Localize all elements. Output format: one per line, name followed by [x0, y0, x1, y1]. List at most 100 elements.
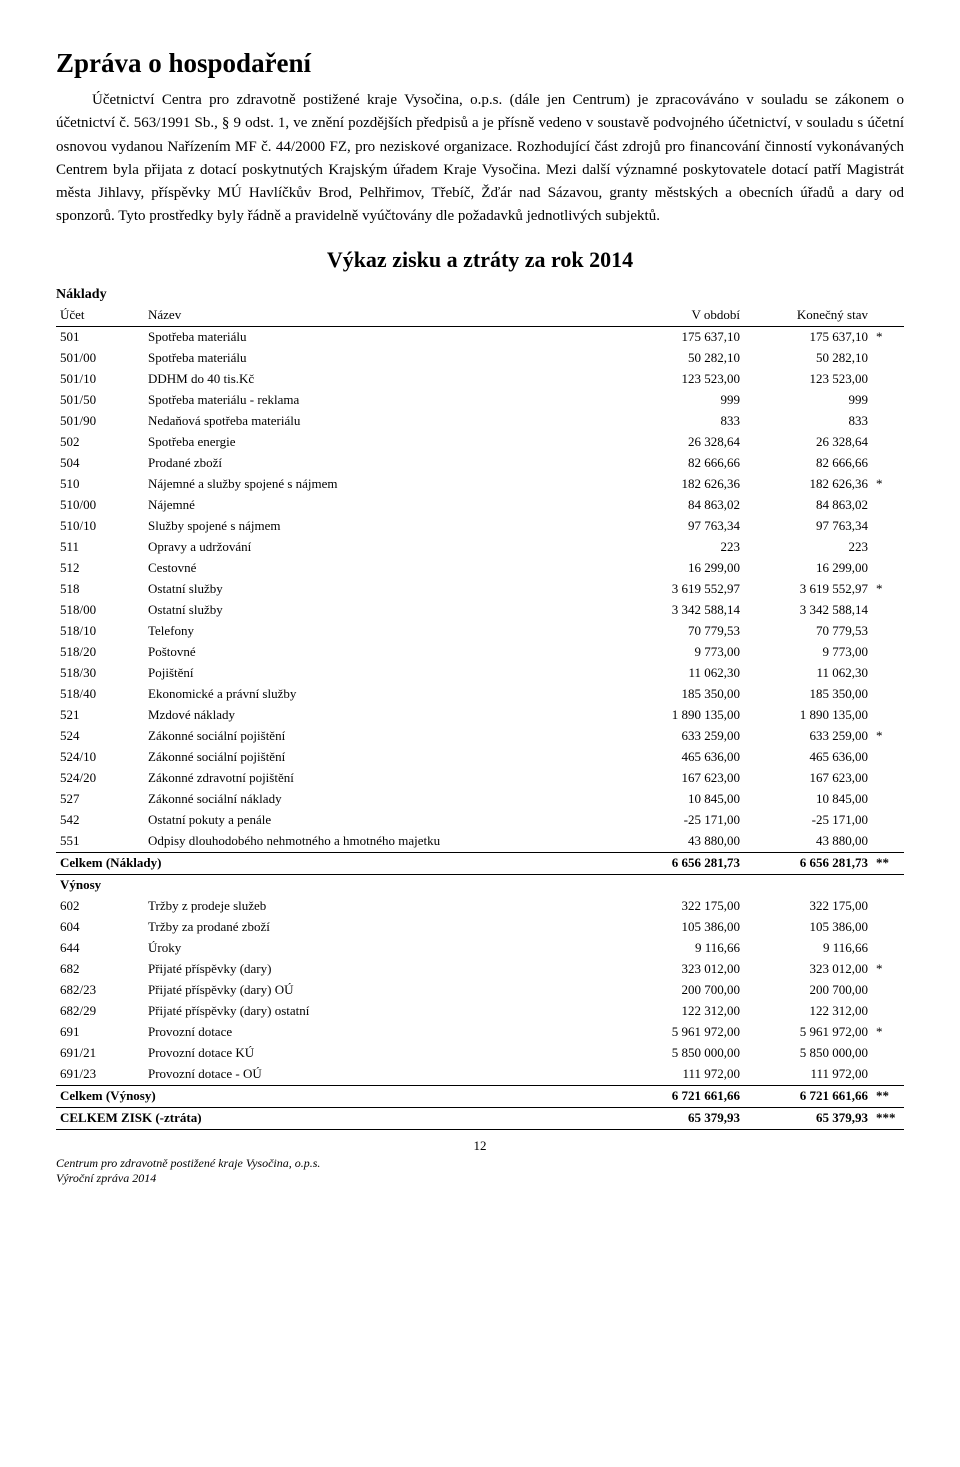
cell-ucet: 518/30 [56, 663, 144, 684]
table-row: 518Ostatní služby3 619 552,973 619 552,9… [56, 579, 904, 600]
totals-mark: ** [872, 1085, 904, 1107]
section-label-naklady: Náklady [56, 287, 904, 303]
col-header-final: Konečný stav [744, 305, 872, 327]
cell-ucet: 502 [56, 432, 144, 453]
cell-period: 833 [616, 411, 744, 432]
cell-mark [872, 1001, 904, 1022]
cell-period: 26 328,64 [616, 432, 744, 453]
footer-line-2: Výroční zpráva 2014 [56, 1171, 904, 1186]
grand-final: 65 379,93 [744, 1107, 872, 1129]
cell-mark [872, 432, 904, 453]
table-row: 501/10DDHM do 40 tis.Kč123 523,00123 523… [56, 369, 904, 390]
cell-mark [872, 516, 904, 537]
cell-mark [872, 453, 904, 474]
cell-ucet: 682/29 [56, 1001, 144, 1022]
cell-period: 123 523,00 [616, 369, 744, 390]
cell-nazev: Nájemné a služby spojené s nájmem [144, 474, 616, 495]
table-row: 604Tržby za prodané zboží105 386,00105 3… [56, 917, 904, 938]
cell-mark [872, 789, 904, 810]
table-row: 501/50Spotřeba materiálu - reklama999999 [56, 390, 904, 411]
cell-period: 111 972,00 [616, 1064, 744, 1086]
grand-label: CELKEM ZISK (-ztráta) [56, 1107, 616, 1129]
cell-period: 105 386,00 [616, 917, 744, 938]
cell-ucet: 501/00 [56, 348, 144, 369]
table-row: 524Zákonné sociální pojištění633 259,006… [56, 726, 904, 747]
cell-mark [872, 980, 904, 1001]
cell-final: 105 386,00 [744, 917, 872, 938]
cell-period: 82 666,66 [616, 453, 744, 474]
cell-ucet: 604 [56, 917, 144, 938]
page-title: Zpráva o hospodaření [56, 48, 904, 79]
table-row: 510/00Nájemné84 863,0284 863,02 [56, 495, 904, 516]
cell-final: 323 012,00 [744, 959, 872, 980]
cell-ucet: 501 [56, 326, 144, 348]
cell-final: 223 [744, 537, 872, 558]
totals-label: Celkem (Výnosy) [56, 1085, 616, 1107]
cell-mark: * [872, 326, 904, 348]
cell-ucet: 602 [56, 896, 144, 917]
cell-period: 999 [616, 390, 744, 411]
page-footer: 12 Centrum pro zdravotně postižené kraje… [56, 1156, 904, 1186]
cell-nazev: Tržby z prodeje služeb [144, 896, 616, 917]
cell-final: 50 282,10 [744, 348, 872, 369]
cell-mark [872, 938, 904, 959]
cell-ucet: 518/40 [56, 684, 144, 705]
cell-period: 200 700,00 [616, 980, 744, 1001]
table-row: 602Tržby z prodeje služeb322 175,00322 1… [56, 896, 904, 917]
cell-ucet: 527 [56, 789, 144, 810]
cell-nazev: Pojištění [144, 663, 616, 684]
cell-mark: * [872, 579, 904, 600]
cell-nazev: Nájemné [144, 495, 616, 516]
cell-period: 10 845,00 [616, 789, 744, 810]
cell-final: 200 700,00 [744, 980, 872, 1001]
table-row: 518/00Ostatní služby3 342 588,143 342 58… [56, 600, 904, 621]
cell-nazev: Nedaňová spotřeba materiálu [144, 411, 616, 432]
cell-mark [872, 896, 904, 917]
cell-mark [872, 621, 904, 642]
table-row: 682Přijaté příspěvky (dary)323 012,00323… [56, 959, 904, 980]
cell-nazev: Poštovné [144, 642, 616, 663]
cell-mark [872, 600, 904, 621]
cell-nazev: Přijaté příspěvky (dary) [144, 959, 616, 980]
cell-final: 465 636,00 [744, 747, 872, 768]
col-header-mark [872, 305, 904, 327]
cell-mark [872, 831, 904, 853]
cell-period: 3 342 588,14 [616, 600, 744, 621]
cell-nazev: Prodané zboží [144, 453, 616, 474]
cell-mark [872, 1064, 904, 1086]
cell-final: 167 623,00 [744, 768, 872, 789]
cell-mark [872, 390, 904, 411]
cell-ucet: 551 [56, 831, 144, 853]
cell-ucet: 524/10 [56, 747, 144, 768]
intro-paragraph: Účetnictví Centra pro zdravotně postižen… [56, 89, 904, 229]
cell-mark [872, 684, 904, 705]
cell-mark [872, 411, 904, 432]
cell-nazev: Služby spojené s nájmem [144, 516, 616, 537]
cell-final: 322 175,00 [744, 896, 872, 917]
cell-final: 123 523,00 [744, 369, 872, 390]
cell-nazev: Zákonné zdravotní pojištění [144, 768, 616, 789]
table-row: 510Nájemné a služby spojené s nájmem182 … [56, 474, 904, 495]
table-row: 691Provozní dotace5 961 972,005 961 972,… [56, 1022, 904, 1043]
cell-nazev: Zákonné sociální pojištění [144, 726, 616, 747]
table-row: 504Prodané zboží82 666,6682 666,66 [56, 453, 904, 474]
cell-ucet: 518/00 [56, 600, 144, 621]
cell-period: 43 880,00 [616, 831, 744, 853]
cell-ucet: 691/21 [56, 1043, 144, 1064]
cell-period: 223 [616, 537, 744, 558]
section-row-vynosy: Výnosy [56, 874, 904, 896]
cell-mark [872, 1043, 904, 1064]
totals-row-vynosy: Celkem (Výnosy) 6 721 661,66 6 721 661,6… [56, 1085, 904, 1107]
cell-final: -25 171,00 [744, 810, 872, 831]
table-row: 682/23Přijaté příspěvky (dary) OÚ200 700… [56, 980, 904, 1001]
cell-period: 175 637,10 [616, 326, 744, 348]
cell-mark [872, 495, 904, 516]
table-row: 512Cestovné16 299,0016 299,00 [56, 558, 904, 579]
cell-mark: * [872, 1022, 904, 1043]
cell-final: 43 880,00 [744, 831, 872, 853]
cell-ucet: 511 [56, 537, 144, 558]
cell-mark [872, 348, 904, 369]
cell-nazev: Spotřeba materiálu - reklama [144, 390, 616, 411]
grand-total-row: CELKEM ZISK (-ztráta) 65 379,93 65 379,9… [56, 1107, 904, 1129]
cell-ucet: 542 [56, 810, 144, 831]
